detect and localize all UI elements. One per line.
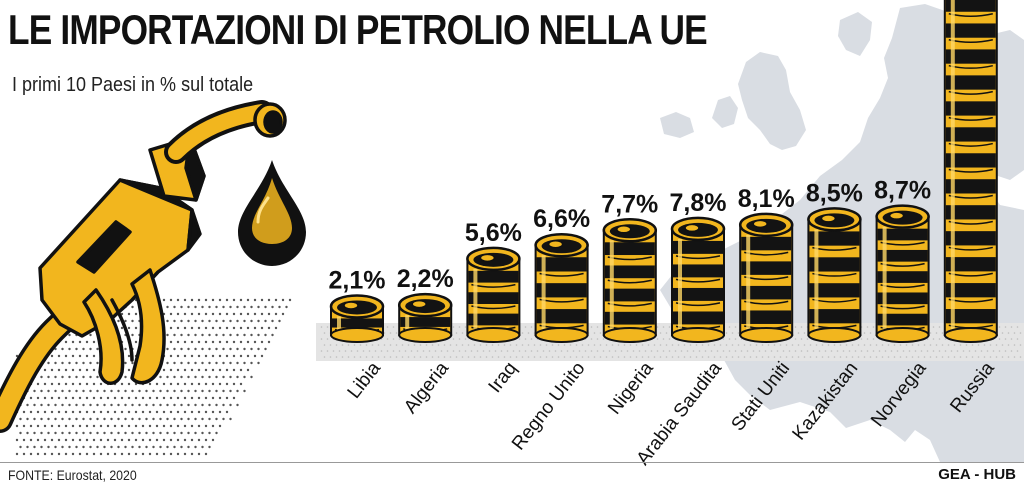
value-label: 8,5% <box>806 179 863 207</box>
value-label: 7,8% <box>670 189 727 217</box>
value-label: 7,7% <box>601 190 658 218</box>
barrel-bar-9 <box>943 0 998 343</box>
barrel-bar-1 <box>397 292 453 343</box>
chart-subtitle: I primi 10 Paesi in % sul totale <box>12 74 254 96</box>
barrel-bar-5 <box>670 216 726 343</box>
barrel-bar-8 <box>875 204 930 343</box>
chart-title: LE IMPORTAZIONI DI PETROLIO NELLA UE <box>8 6 708 53</box>
category-label: Regno Unito <box>508 358 590 454</box>
source-note: FONTE: Eurostat, 2020 <box>8 467 137 483</box>
value-label: 8,1% <box>738 185 795 213</box>
category-label: Nigeria <box>604 358 658 419</box>
barrel-bar-2 <box>466 246 521 343</box>
value-label: 6,6% <box>533 205 590 233</box>
value-label: 5,6% <box>465 219 522 247</box>
value-label: 2,2% <box>397 265 454 293</box>
barrel-bar-7 <box>807 207 862 343</box>
category-label: Algeria <box>400 358 453 418</box>
barrel-bar-0 <box>329 294 385 343</box>
category-label: Libia <box>344 358 386 403</box>
barrel-bar-3 <box>534 232 589 343</box>
value-label: 8,7% <box>874 177 931 205</box>
barrel-bar-4 <box>602 218 658 343</box>
category-label: Iraq <box>485 358 522 397</box>
barrel-bar-6 <box>738 212 794 343</box>
oil-drop-icon <box>238 160 306 266</box>
value-label: 2,1% <box>329 266 386 294</box>
footer-divider <box>0 462 1024 463</box>
fuel-nozzle-icon <box>0 100 287 433</box>
credit-label: GEA - HUB <box>938 466 1016 483</box>
